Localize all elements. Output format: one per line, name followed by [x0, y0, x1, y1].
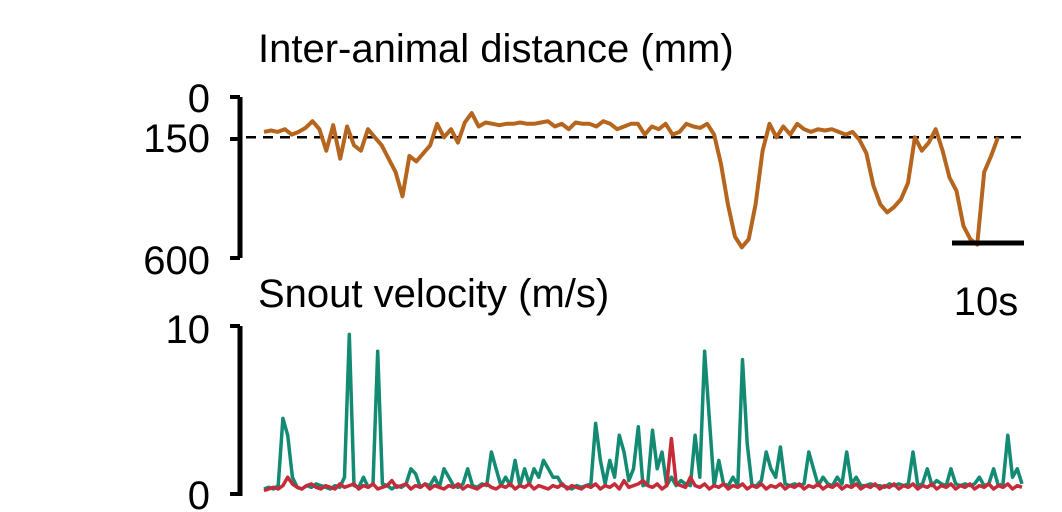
distance-series-line — [263, 111, 1000, 250]
distance-y-tick-label-600: 600 — [143, 239, 210, 283]
distance-title: Inter-animal distance (mm) — [258, 27, 734, 71]
velocity-panel: Snout velocity (m/s) 10 0 — [166, 272, 1024, 512]
velocity-y-tick-label-10: 10 — [166, 308, 211, 352]
distance-y-tick-label-150: 150 — [143, 117, 210, 161]
time-scale-bar-label: 10s — [954, 280, 1019, 324]
velocity-title: Snout velocity (m/s) — [258, 272, 609, 316]
velocity-y-tick-label-0: 0 — [188, 474, 210, 512]
distance-y-tick-label-0: 0 — [188, 77, 210, 121]
distance-panel: Inter-animal distance (mm) 0 150 600 10s — [143, 27, 1024, 324]
velocity-series-1-line — [263, 332, 1024, 491]
velocity-series-2-line — [263, 436, 1023, 493]
